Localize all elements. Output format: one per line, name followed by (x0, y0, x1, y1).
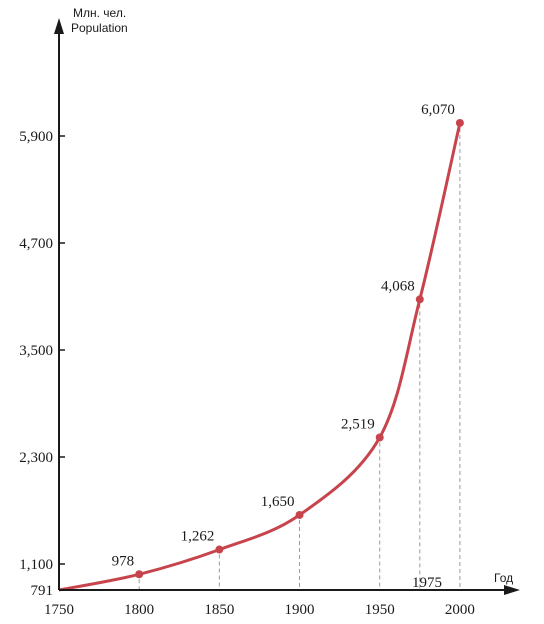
y-axis-arrow (54, 18, 64, 34)
data-label-1800: 978 (112, 553, 135, 569)
data-point-1850 (215, 545, 224, 554)
x-tick-label-1900: 1900 (285, 602, 315, 618)
x-axis-arrow (504, 585, 520, 595)
data-label-2000: 6,070 (421, 102, 455, 118)
data-label-1850: 1,262 (181, 529, 215, 545)
data-point-2000 (455, 118, 464, 127)
axes (54, 18, 520, 595)
x-tick-label-1975: 1975 (412, 575, 442, 591)
guide-lines (138, 127, 461, 590)
data-point-1800 (135, 570, 144, 579)
x-tick-label-1800: 1800 (124, 602, 154, 618)
data-points (135, 118, 464, 579)
y-tick-labels: 791 1,100 2,300 3,500 4,700 5,900 (19, 129, 65, 599)
data-labels: 978 1,262 1,650 2,519 4,068 6,070 (112, 102, 455, 569)
x-tick-label-1750: 1750 (44, 602, 74, 618)
data-point-1900 (295, 510, 304, 519)
x-tick-label-2000: 2000 (445, 602, 475, 618)
x-tick-label-1950: 1950 (365, 602, 395, 618)
data-label-1950: 2,519 (341, 416, 375, 432)
y-tick-label-1,100: 1,100 (19, 557, 53, 573)
y-axis-label-ru: Млн. чел. (73, 6, 126, 20)
y-axis-label-en: Population (71, 21, 128, 35)
y-tick-label-2,300: 2,300 (19, 450, 53, 466)
y-tick-label-3,500: 3,500 (19, 343, 53, 359)
x-axis-label: Год (494, 571, 513, 585)
data-point-1950 (375, 433, 384, 442)
data-point-1975 (415, 295, 424, 304)
x-tick-label-1850: 1850 (204, 602, 234, 618)
population-line (58, 122, 462, 592)
data-label-1975: 4,068 (381, 278, 415, 294)
x-tick-labels: 1750 1800 1850 1900 1950 2000 (44, 602, 475, 618)
y-tick-label-4,700: 4,700 (19, 236, 53, 252)
y-tick-label-5,900: 5,900 (19, 129, 53, 145)
data-label-1900: 1,650 (261, 494, 295, 510)
y-tick-label-791: 791 (31, 583, 54, 599)
